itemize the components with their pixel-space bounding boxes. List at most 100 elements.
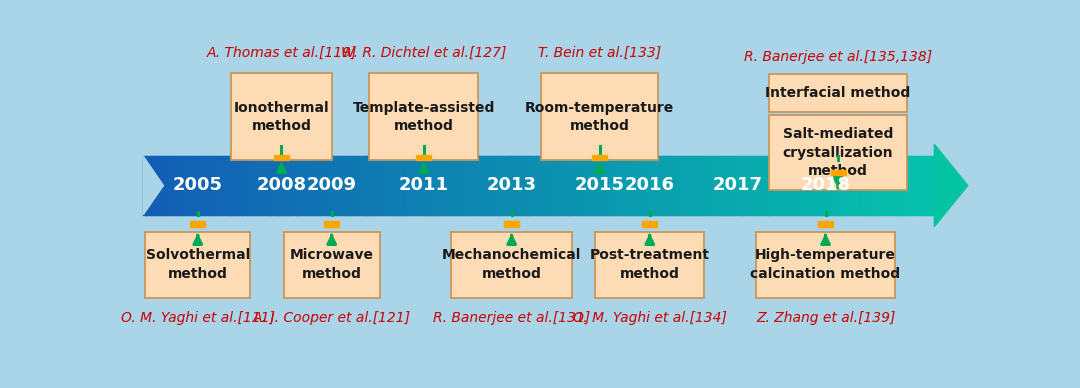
Bar	[771, 156, 774, 215]
Text: Microwave
method: Microwave method	[289, 248, 374, 281]
Bar	[324, 221, 339, 227]
Bar	[927, 156, 930, 215]
Bar	[206, 156, 211, 215]
FancyBboxPatch shape	[541, 73, 658, 160]
Bar	[610, 156, 613, 215]
Bar	[504, 221, 519, 227]
Bar	[334, 156, 337, 215]
Text: A. I. Cooper et al.[121]: A. I. Cooper et al.[121]	[253, 311, 410, 325]
Bar	[478, 156, 482, 215]
Bar	[786, 156, 791, 215]
Bar	[323, 156, 326, 215]
Bar	[380, 156, 384, 215]
Bar	[314, 156, 319, 215]
Text: W. R. Dichtel et al.[127]: W. R. Dichtel et al.[127]	[341, 46, 507, 60]
Bar	[879, 156, 882, 215]
Bar	[330, 156, 334, 215]
Bar	[502, 156, 505, 215]
Bar	[676, 156, 679, 215]
Bar	[370, 156, 374, 215]
Bar	[521, 156, 524, 215]
Bar	[544, 156, 548, 215]
Bar	[254, 156, 257, 215]
Bar	[338, 156, 342, 215]
Bar	[423, 156, 427, 215]
Bar	[546, 156, 550, 215]
Bar	[760, 156, 764, 215]
Bar	[742, 156, 745, 215]
Bar	[159, 156, 163, 215]
Bar	[658, 156, 661, 215]
Bar	[400, 156, 403, 215]
Bar	[347, 156, 350, 215]
Bar	[716, 156, 719, 215]
Bar	[431, 156, 434, 215]
Bar	[824, 156, 827, 215]
Bar	[510, 156, 513, 215]
Bar	[863, 156, 866, 215]
Bar	[484, 156, 487, 215]
Bar	[259, 156, 262, 215]
Bar	[797, 156, 800, 215]
Bar	[597, 156, 600, 215]
Bar	[629, 156, 632, 215]
Bar	[307, 156, 310, 215]
Bar	[199, 156, 202, 215]
Bar	[684, 156, 687, 215]
Bar	[618, 156, 621, 215]
Bar	[438, 156, 442, 215]
Bar	[565, 156, 569, 215]
Bar	[352, 156, 355, 215]
Text: R. Banerjee et al.[131]: R. Banerjee et al.[131]	[433, 311, 590, 325]
Bar	[162, 156, 165, 215]
Bar	[923, 156, 928, 215]
Bar	[573, 156, 577, 215]
Bar	[837, 156, 840, 215]
Bar	[183, 156, 187, 215]
Bar	[800, 156, 804, 215]
Bar	[737, 156, 740, 215]
Bar	[468, 156, 471, 215]
Bar	[376, 156, 379, 215]
Text: 2015: 2015	[575, 177, 624, 194]
Bar	[750, 156, 753, 215]
Text: Template-assisted
method: Template-assisted method	[352, 100, 495, 133]
Bar	[821, 156, 824, 215]
FancyBboxPatch shape	[146, 232, 251, 298]
Bar	[215, 156, 218, 215]
Bar	[681, 156, 685, 215]
Bar	[694, 156, 698, 215]
Bar	[834, 156, 838, 215]
Bar	[636, 156, 639, 215]
Bar	[586, 156, 590, 215]
Bar	[876, 156, 880, 215]
Bar	[320, 156, 324, 215]
Bar	[692, 156, 696, 215]
Bar	[713, 156, 716, 215]
Bar	[486, 156, 489, 215]
Bar	[378, 156, 381, 215]
FancyBboxPatch shape	[369, 73, 478, 160]
Bar	[623, 156, 626, 215]
Bar	[905, 156, 908, 215]
Bar	[457, 156, 460, 215]
Bar	[660, 156, 663, 215]
Bar	[365, 156, 368, 215]
Bar	[885, 156, 888, 215]
Bar	[839, 156, 842, 215]
Bar	[201, 156, 205, 215]
Bar	[444, 156, 447, 215]
Bar	[197, 156, 200, 215]
Bar	[235, 156, 239, 215]
Bar	[726, 156, 729, 215]
Bar	[874, 156, 877, 215]
Bar	[755, 156, 758, 215]
Bar	[513, 156, 516, 215]
Text: Room-temperature
method: Room-temperature method	[525, 100, 674, 133]
Bar	[747, 156, 751, 215]
Bar	[592, 156, 595, 215]
Bar	[164, 156, 167, 215]
Bar	[534, 156, 537, 215]
Bar	[908, 156, 912, 215]
FancyBboxPatch shape	[284, 232, 380, 298]
